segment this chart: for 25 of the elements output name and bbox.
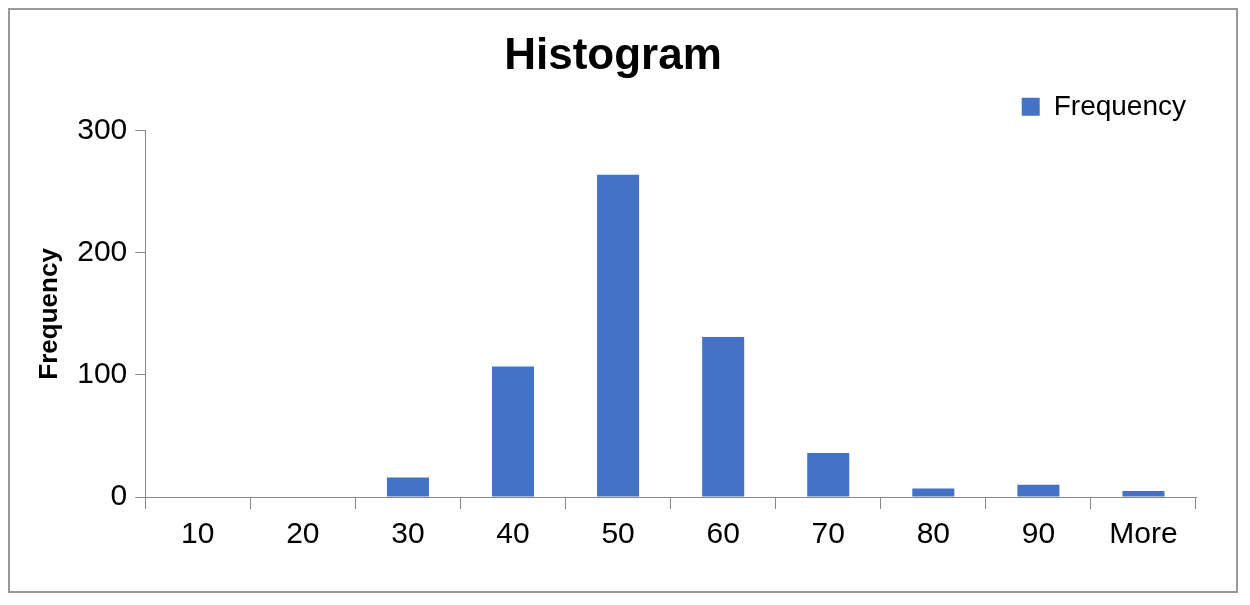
bar: [807, 453, 850, 497]
bar: [912, 488, 955, 497]
y-tick-label: 200: [77, 234, 128, 268]
x-tick-label: 20: [286, 516, 320, 550]
chart-title: Histogram: [504, 28, 722, 78]
bar: [492, 366, 535, 497]
x-tick-label: 90: [1021, 516, 1056, 550]
x-tick-label: 10: [181, 516, 215, 550]
bar: [702, 337, 745, 497]
x-tick-label: 80: [916, 516, 950, 550]
y-tick-label: 0: [110, 478, 128, 512]
x-tick-label: 40: [496, 516, 530, 550]
y-tick-label: 100: [77, 356, 128, 390]
y-axis-title: Frequency: [32, 247, 63, 380]
x-tick-label: 50: [601, 516, 635, 550]
bar: [1122, 490, 1165, 497]
x-tick-label: 70: [811, 516, 845, 550]
legend-label: Frequency: [1053, 89, 1187, 121]
x-tick-label: 30: [391, 516, 425, 550]
x-tick-label: More: [1109, 516, 1178, 550]
x-tick-label: 60: [706, 516, 740, 550]
y-tick-label: 300: [77, 112, 128, 146]
bar: [386, 477, 429, 497]
bar: [597, 174, 640, 497]
bar: [1017, 484, 1060, 497]
